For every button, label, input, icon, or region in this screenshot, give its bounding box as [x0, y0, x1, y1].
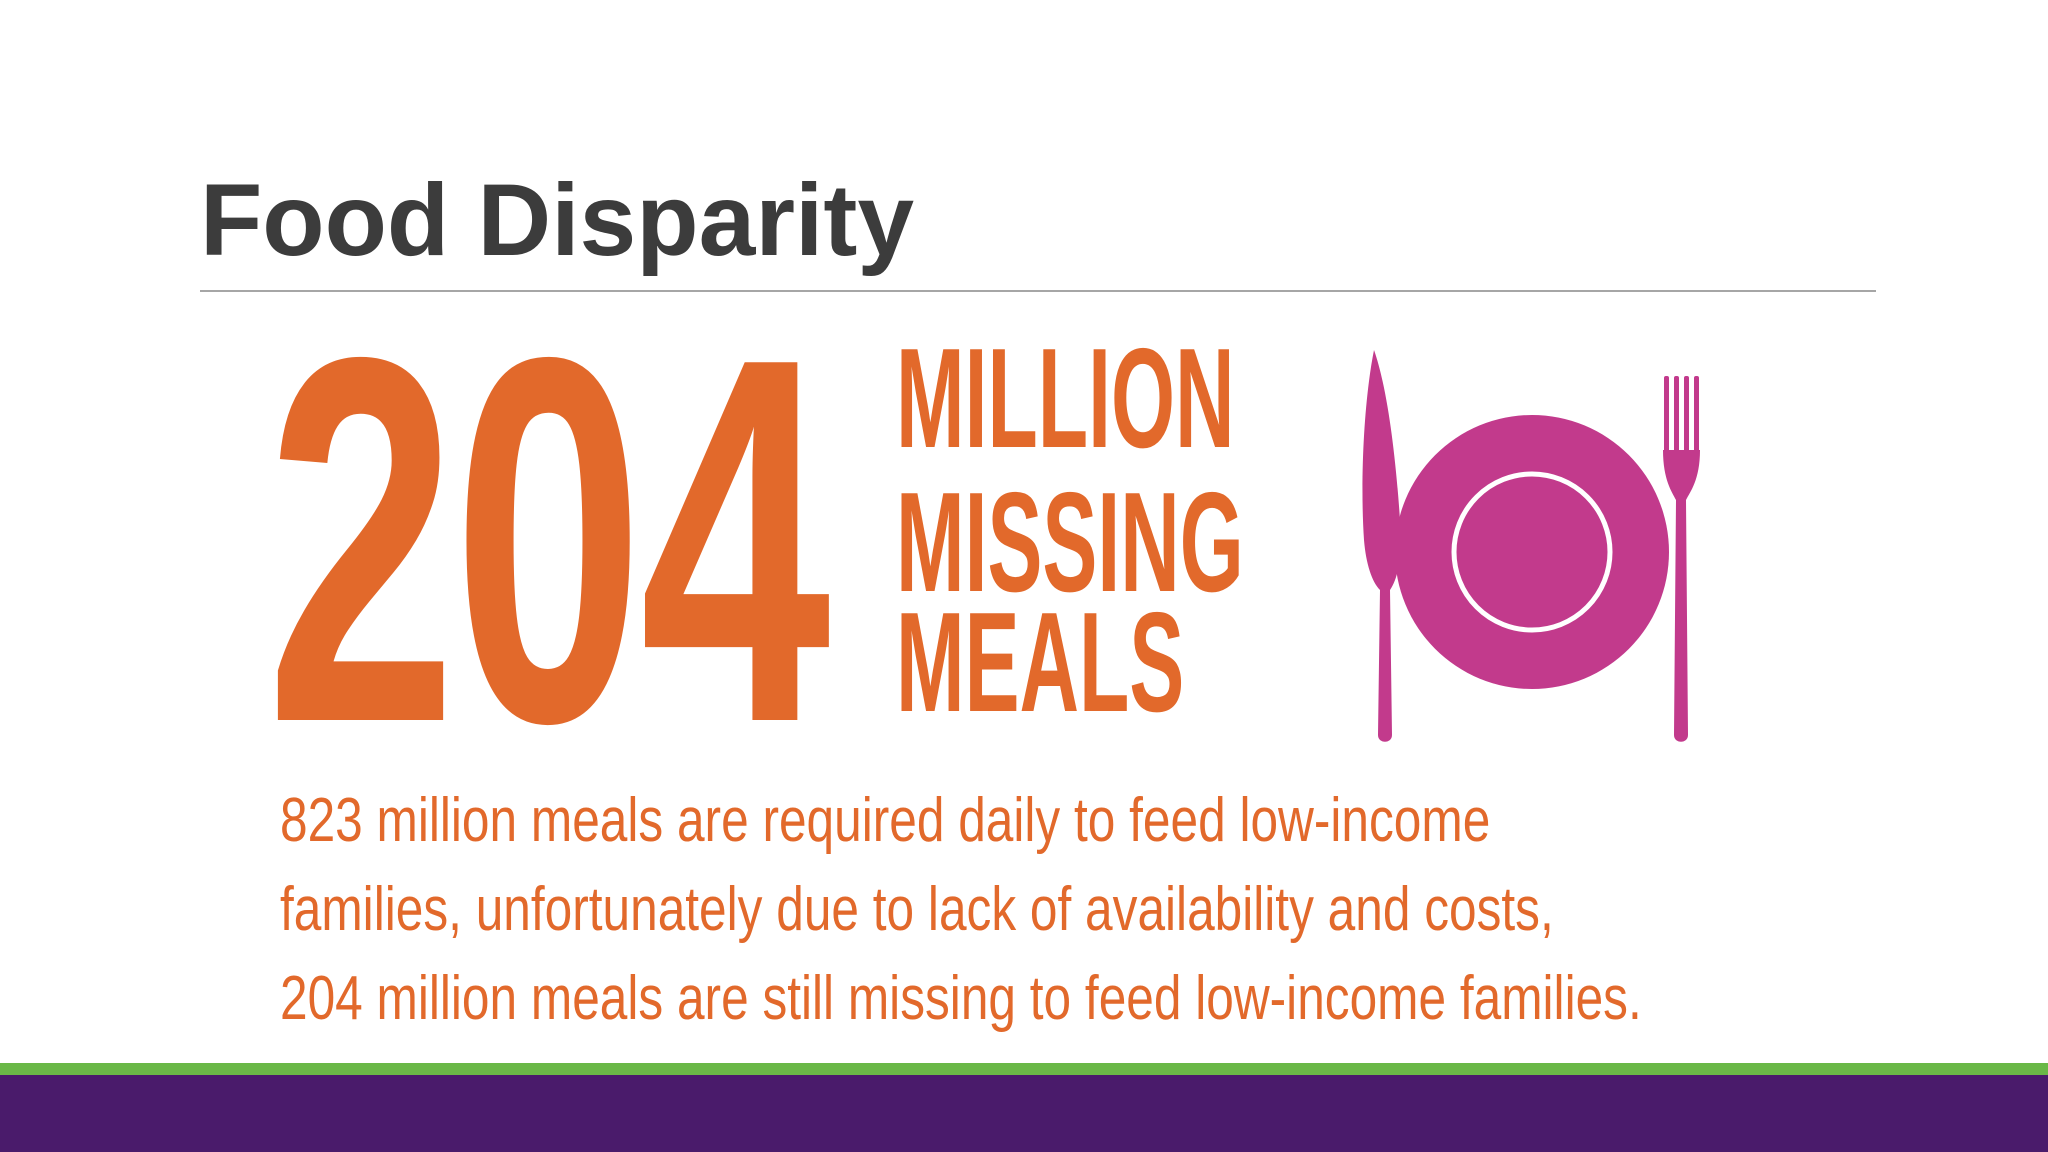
headline-line-meals: MEALS [896, 583, 1185, 742]
description-line-3: 204 million meals are still missing to f… [280, 964, 1642, 1033]
footer-purple-band [0, 1075, 2048, 1152]
title-divider [200, 290, 1876, 292]
plate-fork-knife-icon [1362, 350, 1700, 742]
description-line-1: 823 million meals are required daily to … [280, 786, 1491, 855]
big-number: 204 [266, 250, 831, 831]
description-text: 823 million meals are required daily to … [280, 776, 1642, 1043]
footer-green-band [0, 1063, 2048, 1075]
page-title: Food Disparity [200, 163, 915, 277]
headline-line-missing: MISSING [896, 463, 1244, 622]
description-line-2: families, unfortunately due to lack of a… [280, 875, 1554, 944]
headline-line-million: MILLION [896, 319, 1235, 478]
